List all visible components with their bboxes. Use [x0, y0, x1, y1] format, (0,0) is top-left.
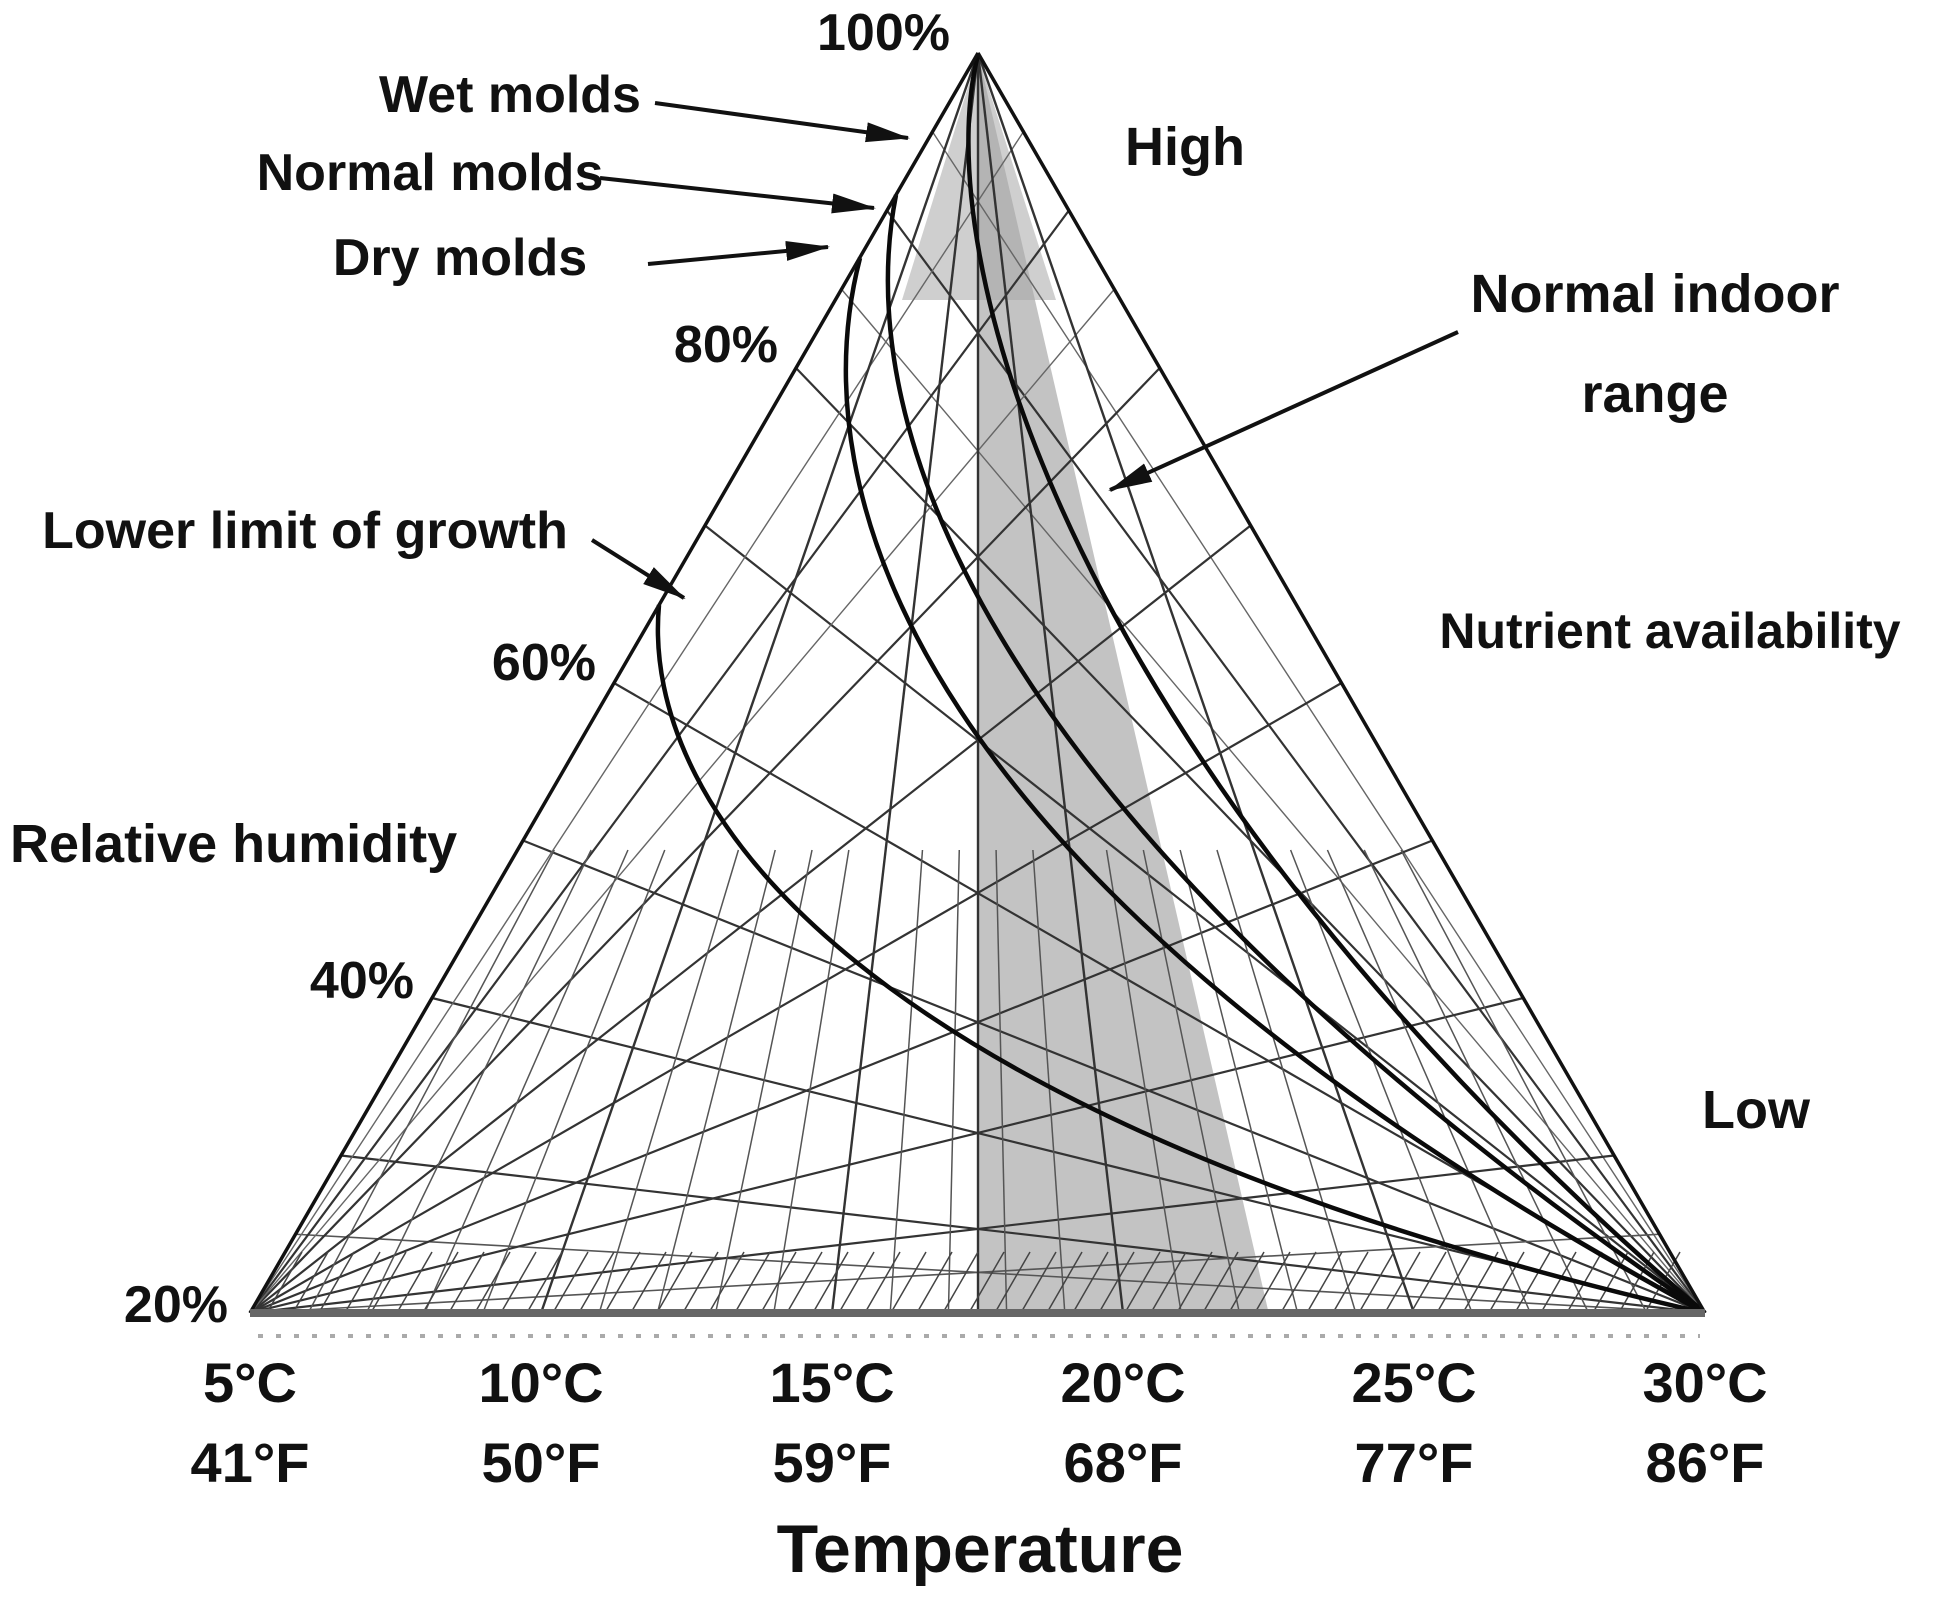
temp-tick-30c: 30°C [1642, 1351, 1767, 1414]
wet-molds-label: Wet molds [379, 66, 641, 124]
dry-molds-label: Dry molds [333, 229, 587, 287]
humidity-tick-20: 20% [124, 1276, 228, 1334]
dry-molds-curve [843, 257, 1707, 1315]
lower-limit-arrow [590, 538, 686, 600]
temp-tick-5c: 5°C [203, 1351, 297, 1414]
temp-tick-25c: 25°C [1351, 1351, 1476, 1414]
normal-molds-label: Normal molds [257, 144, 604, 202]
normal-indoor-range-band [978, 53, 1268, 1310]
nutrient-axis-edge [976, 52, 1707, 1314]
temp-tick-10c: 10°C [478, 1351, 603, 1414]
normal-indoor-range-label-line1: Normal indoor [1470, 264, 1839, 324]
nutrient-low-label: Low [1702, 1080, 1811, 1140]
humidity-tick-100: 100% [817, 4, 950, 62]
temp-tick-77f: 77°F [1355, 1431, 1474, 1494]
humidity-tick-80: 80% [674, 316, 778, 374]
temp-tick-50f: 50°F [482, 1431, 601, 1494]
dry-molds-arrow [647, 240, 830, 266]
normal-indoor-range-arrow [1108, 330, 1459, 492]
humidity-axis-edge [248, 52, 980, 1314]
normal-indoor-range-label-line2: range [1581, 364, 1728, 424]
temperature-axis-title: Temperature [777, 1511, 1184, 1587]
relative-humidity-label: Relative humidity [10, 814, 457, 874]
temp-tick-41f: 41°F [191, 1431, 310, 1494]
nutrient-high-label: High [1125, 117, 1245, 177]
temp-tick-68f: 68°F [1064, 1431, 1183, 1494]
wet-molds-arrow [654, 101, 910, 143]
humidity-tick-40: 40% [310, 952, 414, 1010]
humidity-tick-60: 60% [492, 634, 596, 692]
lower-limit-label: Lower limit of growth [42, 502, 568, 560]
wet-molds-curve [966, 54, 1707, 1315]
normal-molds-curve [885, 194, 1707, 1315]
temp-tick-20c: 20°C [1060, 1351, 1185, 1414]
normal-molds-arrow [599, 176, 876, 214]
temp-tick-59f: 59°F [773, 1431, 892, 1494]
lower-limit-curve [655, 604, 1706, 1316]
temp-tick-86f: 86°F [1646, 1431, 1765, 1494]
temp-tick-15c: 15°C [769, 1351, 894, 1414]
nutrient-availability-label: Nutrient availability [1439, 603, 1900, 659]
